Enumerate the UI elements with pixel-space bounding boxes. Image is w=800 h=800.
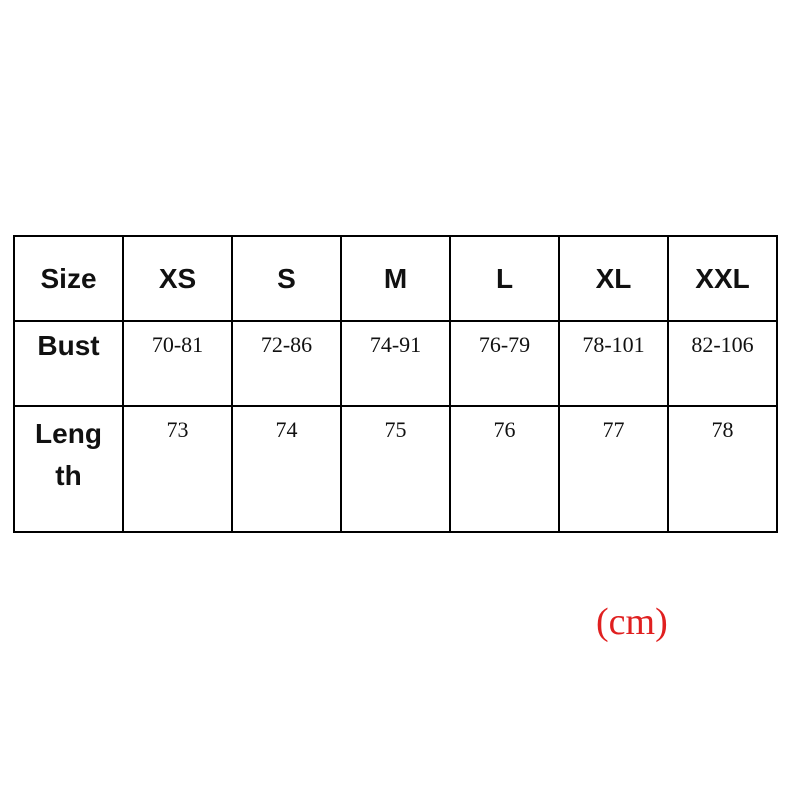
table-row: Size XS S M L XL XXL bbox=[13, 235, 778, 322]
value-cell: 74-91 bbox=[340, 320, 451, 407]
header-cell: XXL bbox=[667, 235, 778, 322]
value-cell: 78 bbox=[667, 405, 778, 533]
value-cell: 70-81 bbox=[122, 320, 233, 407]
header-cell: S bbox=[231, 235, 342, 322]
value-cell: 72-86 bbox=[231, 320, 342, 407]
header-cell: M bbox=[340, 235, 451, 322]
header-cell: Bust bbox=[13, 320, 124, 407]
header-cell: Length bbox=[13, 405, 124, 533]
table-row: Length 73 74 75 76 77 78 bbox=[13, 405, 778, 533]
value-cell: 75 bbox=[340, 405, 451, 533]
value-cell: 78-101 bbox=[558, 320, 669, 407]
value-cell: 77 bbox=[558, 405, 669, 533]
header-cell: L bbox=[449, 235, 560, 322]
value-cell: 76 bbox=[449, 405, 560, 533]
header-cell: XL bbox=[558, 235, 669, 322]
value-cell: 74 bbox=[231, 405, 342, 533]
row-label: Length bbox=[35, 418, 102, 491]
unit-label: (cm) bbox=[596, 601, 668, 643]
table-row: Bust 70-81 72-86 74-91 76-79 78-101 82-106 bbox=[13, 320, 778, 407]
value-cell: 82-106 bbox=[667, 320, 778, 407]
header-cell: Size bbox=[13, 235, 124, 322]
header-cell: XS bbox=[122, 235, 233, 322]
value-cell: 76-79 bbox=[449, 320, 560, 407]
size-table: Size XS S M L XL XXL Bust 70-81 72-86 74-91 76-79 78… bbox=[13, 235, 778, 533]
value-cell: 73 bbox=[122, 405, 233, 533]
